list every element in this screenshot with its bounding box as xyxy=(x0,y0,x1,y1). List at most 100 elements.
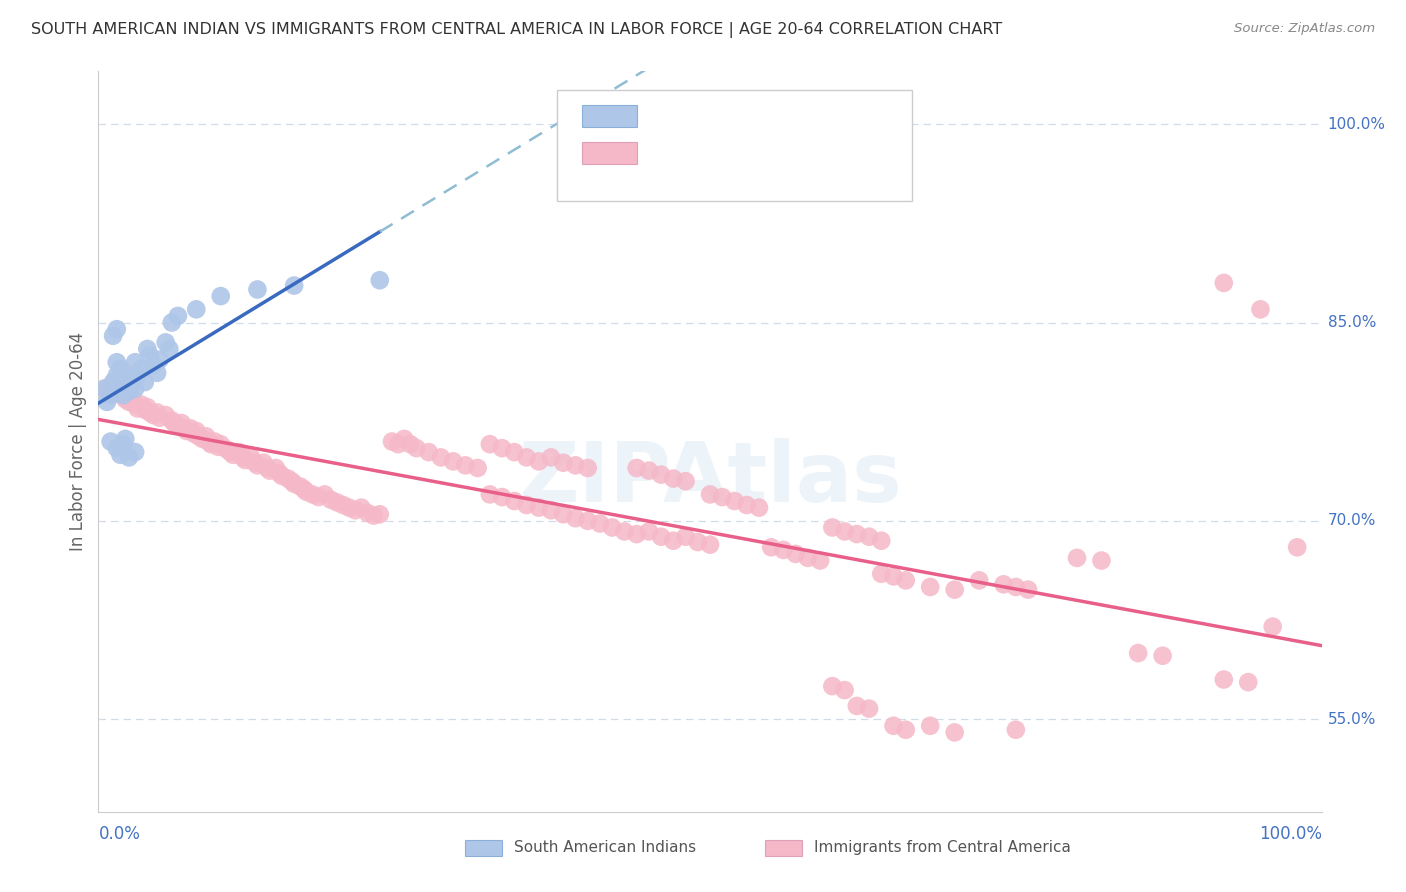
Point xyxy=(191,432,214,446)
Point xyxy=(821,679,844,693)
Point xyxy=(118,368,141,383)
Point xyxy=(600,520,623,534)
Point xyxy=(173,421,195,435)
Point xyxy=(219,445,242,459)
Point xyxy=(179,421,201,435)
Point xyxy=(821,520,844,534)
Point xyxy=(337,500,360,515)
Point xyxy=(637,524,661,539)
Text: 42: 42 xyxy=(823,107,846,125)
Point xyxy=(553,508,575,522)
Point xyxy=(675,530,697,544)
Point xyxy=(430,450,453,465)
Point xyxy=(662,472,685,486)
Point xyxy=(515,498,537,512)
Point xyxy=(142,408,165,422)
Point xyxy=(491,490,513,504)
Point xyxy=(139,405,162,419)
Point xyxy=(1212,276,1234,290)
Point xyxy=(326,495,349,509)
Point xyxy=(149,410,172,425)
Point xyxy=(675,474,697,488)
Point xyxy=(1212,673,1234,687)
Point xyxy=(808,553,831,567)
Point xyxy=(637,464,661,478)
Point xyxy=(101,387,124,401)
Point xyxy=(540,503,562,517)
Point xyxy=(110,361,132,376)
Text: Immigrants from Central America: Immigrants from Central America xyxy=(814,840,1071,855)
Point xyxy=(478,437,501,451)
Point xyxy=(259,464,281,478)
Point xyxy=(124,382,146,396)
Point xyxy=(124,355,146,369)
Text: South American Indians: South American Indians xyxy=(515,840,696,855)
Point xyxy=(105,368,128,383)
Point xyxy=(1249,302,1271,317)
Point xyxy=(503,494,526,508)
Point xyxy=(101,375,124,389)
Point xyxy=(176,424,198,438)
Point xyxy=(735,498,758,512)
Point xyxy=(870,566,893,581)
Point xyxy=(111,388,134,402)
Point xyxy=(195,429,218,443)
Point xyxy=(292,482,315,496)
Point xyxy=(240,450,263,465)
Point xyxy=(467,461,489,475)
Point xyxy=(761,541,783,555)
Point xyxy=(295,484,318,499)
Point xyxy=(650,530,672,544)
Point xyxy=(111,388,134,402)
Bar xyxy=(765,840,801,856)
Point xyxy=(134,402,156,417)
Point xyxy=(993,577,1015,591)
Point xyxy=(845,698,868,713)
Point xyxy=(381,434,404,449)
Point xyxy=(418,445,440,459)
Point xyxy=(200,437,222,451)
Point xyxy=(858,530,880,544)
Point xyxy=(699,538,721,552)
Text: 100.0%: 100.0% xyxy=(1258,825,1322,843)
Point xyxy=(283,278,305,293)
Point xyxy=(118,384,141,399)
Text: 0.145: 0.145 xyxy=(704,107,756,125)
Point xyxy=(222,448,245,462)
Text: 70.0%: 70.0% xyxy=(1327,514,1376,528)
Point xyxy=(392,432,416,446)
Point xyxy=(197,434,219,449)
Point xyxy=(280,474,302,488)
Point xyxy=(491,441,513,455)
Point xyxy=(97,384,120,399)
Point xyxy=(100,434,122,449)
Point xyxy=(478,487,501,501)
Point xyxy=(105,355,128,369)
Point xyxy=(834,524,856,539)
Point xyxy=(613,524,636,539)
Point xyxy=(100,388,122,402)
Point xyxy=(1261,620,1284,634)
Point xyxy=(114,379,136,393)
Point xyxy=(686,535,709,549)
Point xyxy=(1152,648,1174,663)
Point xyxy=(943,582,966,597)
Point xyxy=(711,490,734,504)
Point xyxy=(399,437,422,451)
Point xyxy=(1004,723,1026,737)
Point xyxy=(967,574,990,588)
Point xyxy=(233,453,256,467)
Point xyxy=(114,392,136,407)
Point xyxy=(1128,646,1150,660)
Point xyxy=(943,725,966,739)
Point xyxy=(118,395,141,409)
Point xyxy=(314,487,336,501)
Point xyxy=(127,368,149,383)
Point xyxy=(858,701,880,715)
Point xyxy=(118,450,141,465)
Point xyxy=(167,418,190,433)
Point xyxy=(1237,675,1260,690)
Point xyxy=(129,397,152,411)
Point xyxy=(110,448,132,462)
Text: 100.0%: 100.0% xyxy=(1327,117,1386,132)
